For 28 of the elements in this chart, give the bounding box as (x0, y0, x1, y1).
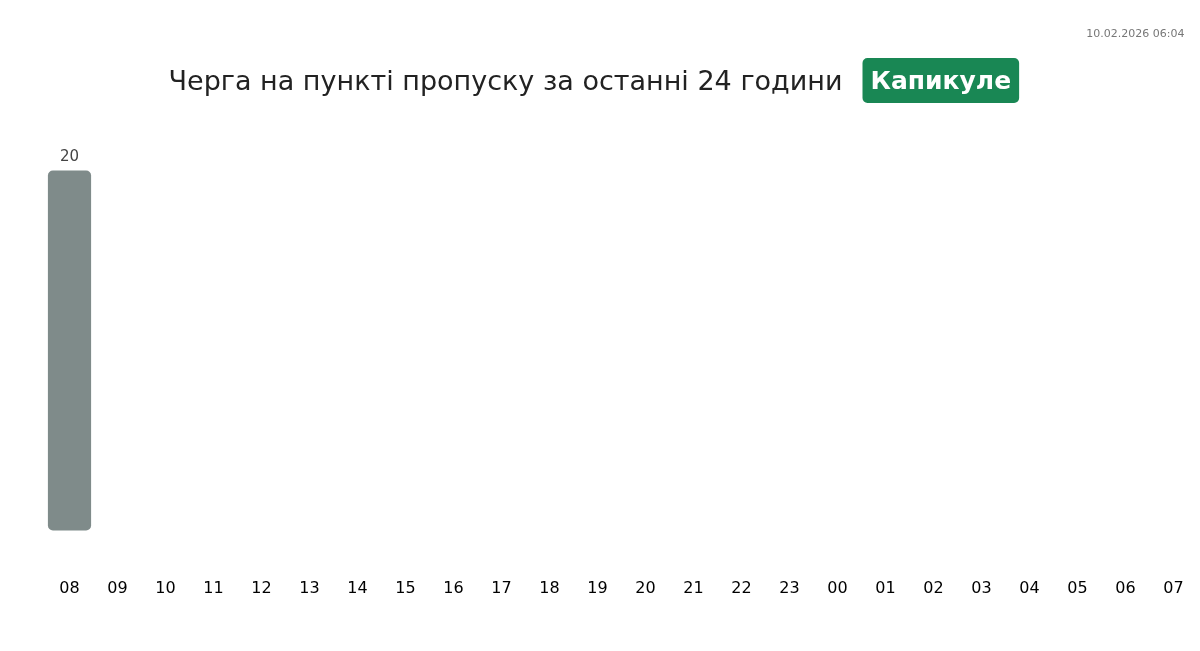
text: 10.02.2026 06:04 (1086, 27, 1185, 40)
x-tick-label: 04 (1019, 577, 1040, 597)
x-tick-label: 06 (1115, 577, 1136, 597)
x-tick-label: 11 (203, 577, 224, 597)
x-tick-label: 10 (155, 577, 176, 597)
x-tick-label: 23 (779, 577, 800, 597)
x-tick-label: 16 (443, 577, 464, 597)
x-tick-label: 18 (539, 577, 560, 597)
chart-subtitle: Капикуле (870, 66, 1012, 95)
x-tick-label: 00 (827, 577, 848, 597)
x-tick-label: 03 (971, 577, 992, 597)
x-tick-label: 09 (107, 577, 128, 597)
chart-title: Черга на пункті пропуску за останні 24 години (168, 65, 843, 96)
x-tick-label: 14 (347, 577, 368, 597)
x-tick-label: 01 (875, 577, 896, 597)
x-tick-label: 19 (587, 577, 608, 597)
x-tick-label: 15 (395, 577, 416, 597)
x-tick-label: 17 (491, 577, 512, 597)
x-tick-label: 12 (251, 577, 272, 597)
x-tick-label: 21 (683, 577, 704, 597)
x-tick-label: 05 (1067, 577, 1088, 597)
x-tick-label: 02 (923, 577, 944, 597)
data-label: 20 (59, 146, 80, 165)
x-tick-label: 22 (731, 577, 752, 597)
x-tick-label: 20 (635, 577, 656, 597)
x-tick-label: 07 (1163, 577, 1184, 597)
x-tick-label: 13 (299, 577, 320, 597)
x-tick-label: 08 (59, 577, 80, 597)
